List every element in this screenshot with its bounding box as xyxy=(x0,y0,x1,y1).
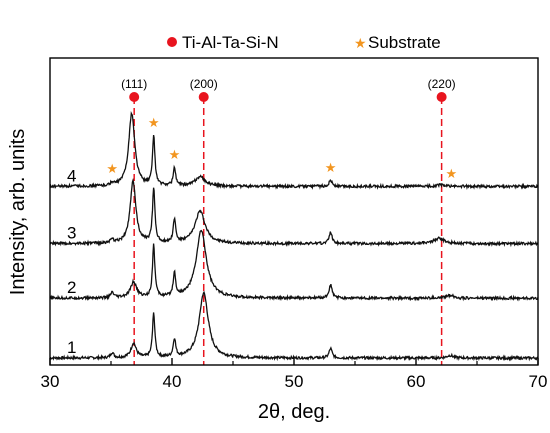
x-tick-label: 60 xyxy=(407,372,426,391)
reference-peak-marker xyxy=(436,92,447,102)
x-tick-label: 40 xyxy=(163,372,182,391)
y-axis-label: Intensity, arb. units xyxy=(7,129,29,295)
substrate-star-marker: ★ xyxy=(325,161,337,176)
substrate-star-marker: ★ xyxy=(446,167,458,182)
reference-peak-marker xyxy=(129,92,140,102)
x-axis: 30 40 50 60 70 xyxy=(41,358,548,391)
series-label-4: 4 xyxy=(67,166,76,185)
x-tick-label: 50 xyxy=(285,372,304,391)
substrate-star-marker: ★ xyxy=(106,162,118,177)
reference-peak-marker xyxy=(198,92,209,102)
x-axis-label: 2θ, deg. xyxy=(258,401,330,423)
series-group: 1 2 3 4 xyxy=(49,110,539,362)
series-line-4 xyxy=(49,110,539,190)
legend-label-substrate: Substrate xyxy=(368,33,441,52)
substrate-star-marker: ★ xyxy=(148,116,160,131)
series-line-1 xyxy=(49,290,539,362)
reference-peak-label: (111) xyxy=(121,77,147,91)
series-label-2: 2 xyxy=(67,278,76,297)
substrate-markers: ★ ★ ★ ★ ★ xyxy=(106,116,457,182)
series-line-2 xyxy=(49,229,539,302)
plot-frame xyxy=(49,57,539,366)
legend-label-ti-al-ta-si-n: Ti-Al-Ta-Si-N xyxy=(182,33,279,52)
series-line-3 xyxy=(49,177,539,248)
legend: Ti-Al-Ta-Si-N ★ Substrate xyxy=(167,33,441,52)
x-tick-label: 30 xyxy=(41,372,60,391)
legend-marker-ti-al-ta-si-n xyxy=(167,37,177,47)
legend-marker-substrate: ★ xyxy=(354,36,367,52)
reference-peak-label: (220) xyxy=(428,77,456,91)
reference-lines: (111) (200) (220) xyxy=(121,77,456,365)
reference-peak-label: (200) xyxy=(190,77,218,91)
substrate-star-marker: ★ xyxy=(169,148,181,163)
series-label-3: 3 xyxy=(67,224,76,243)
x-tick-label: 70 xyxy=(529,372,548,391)
series-label-1: 1 xyxy=(67,338,76,357)
